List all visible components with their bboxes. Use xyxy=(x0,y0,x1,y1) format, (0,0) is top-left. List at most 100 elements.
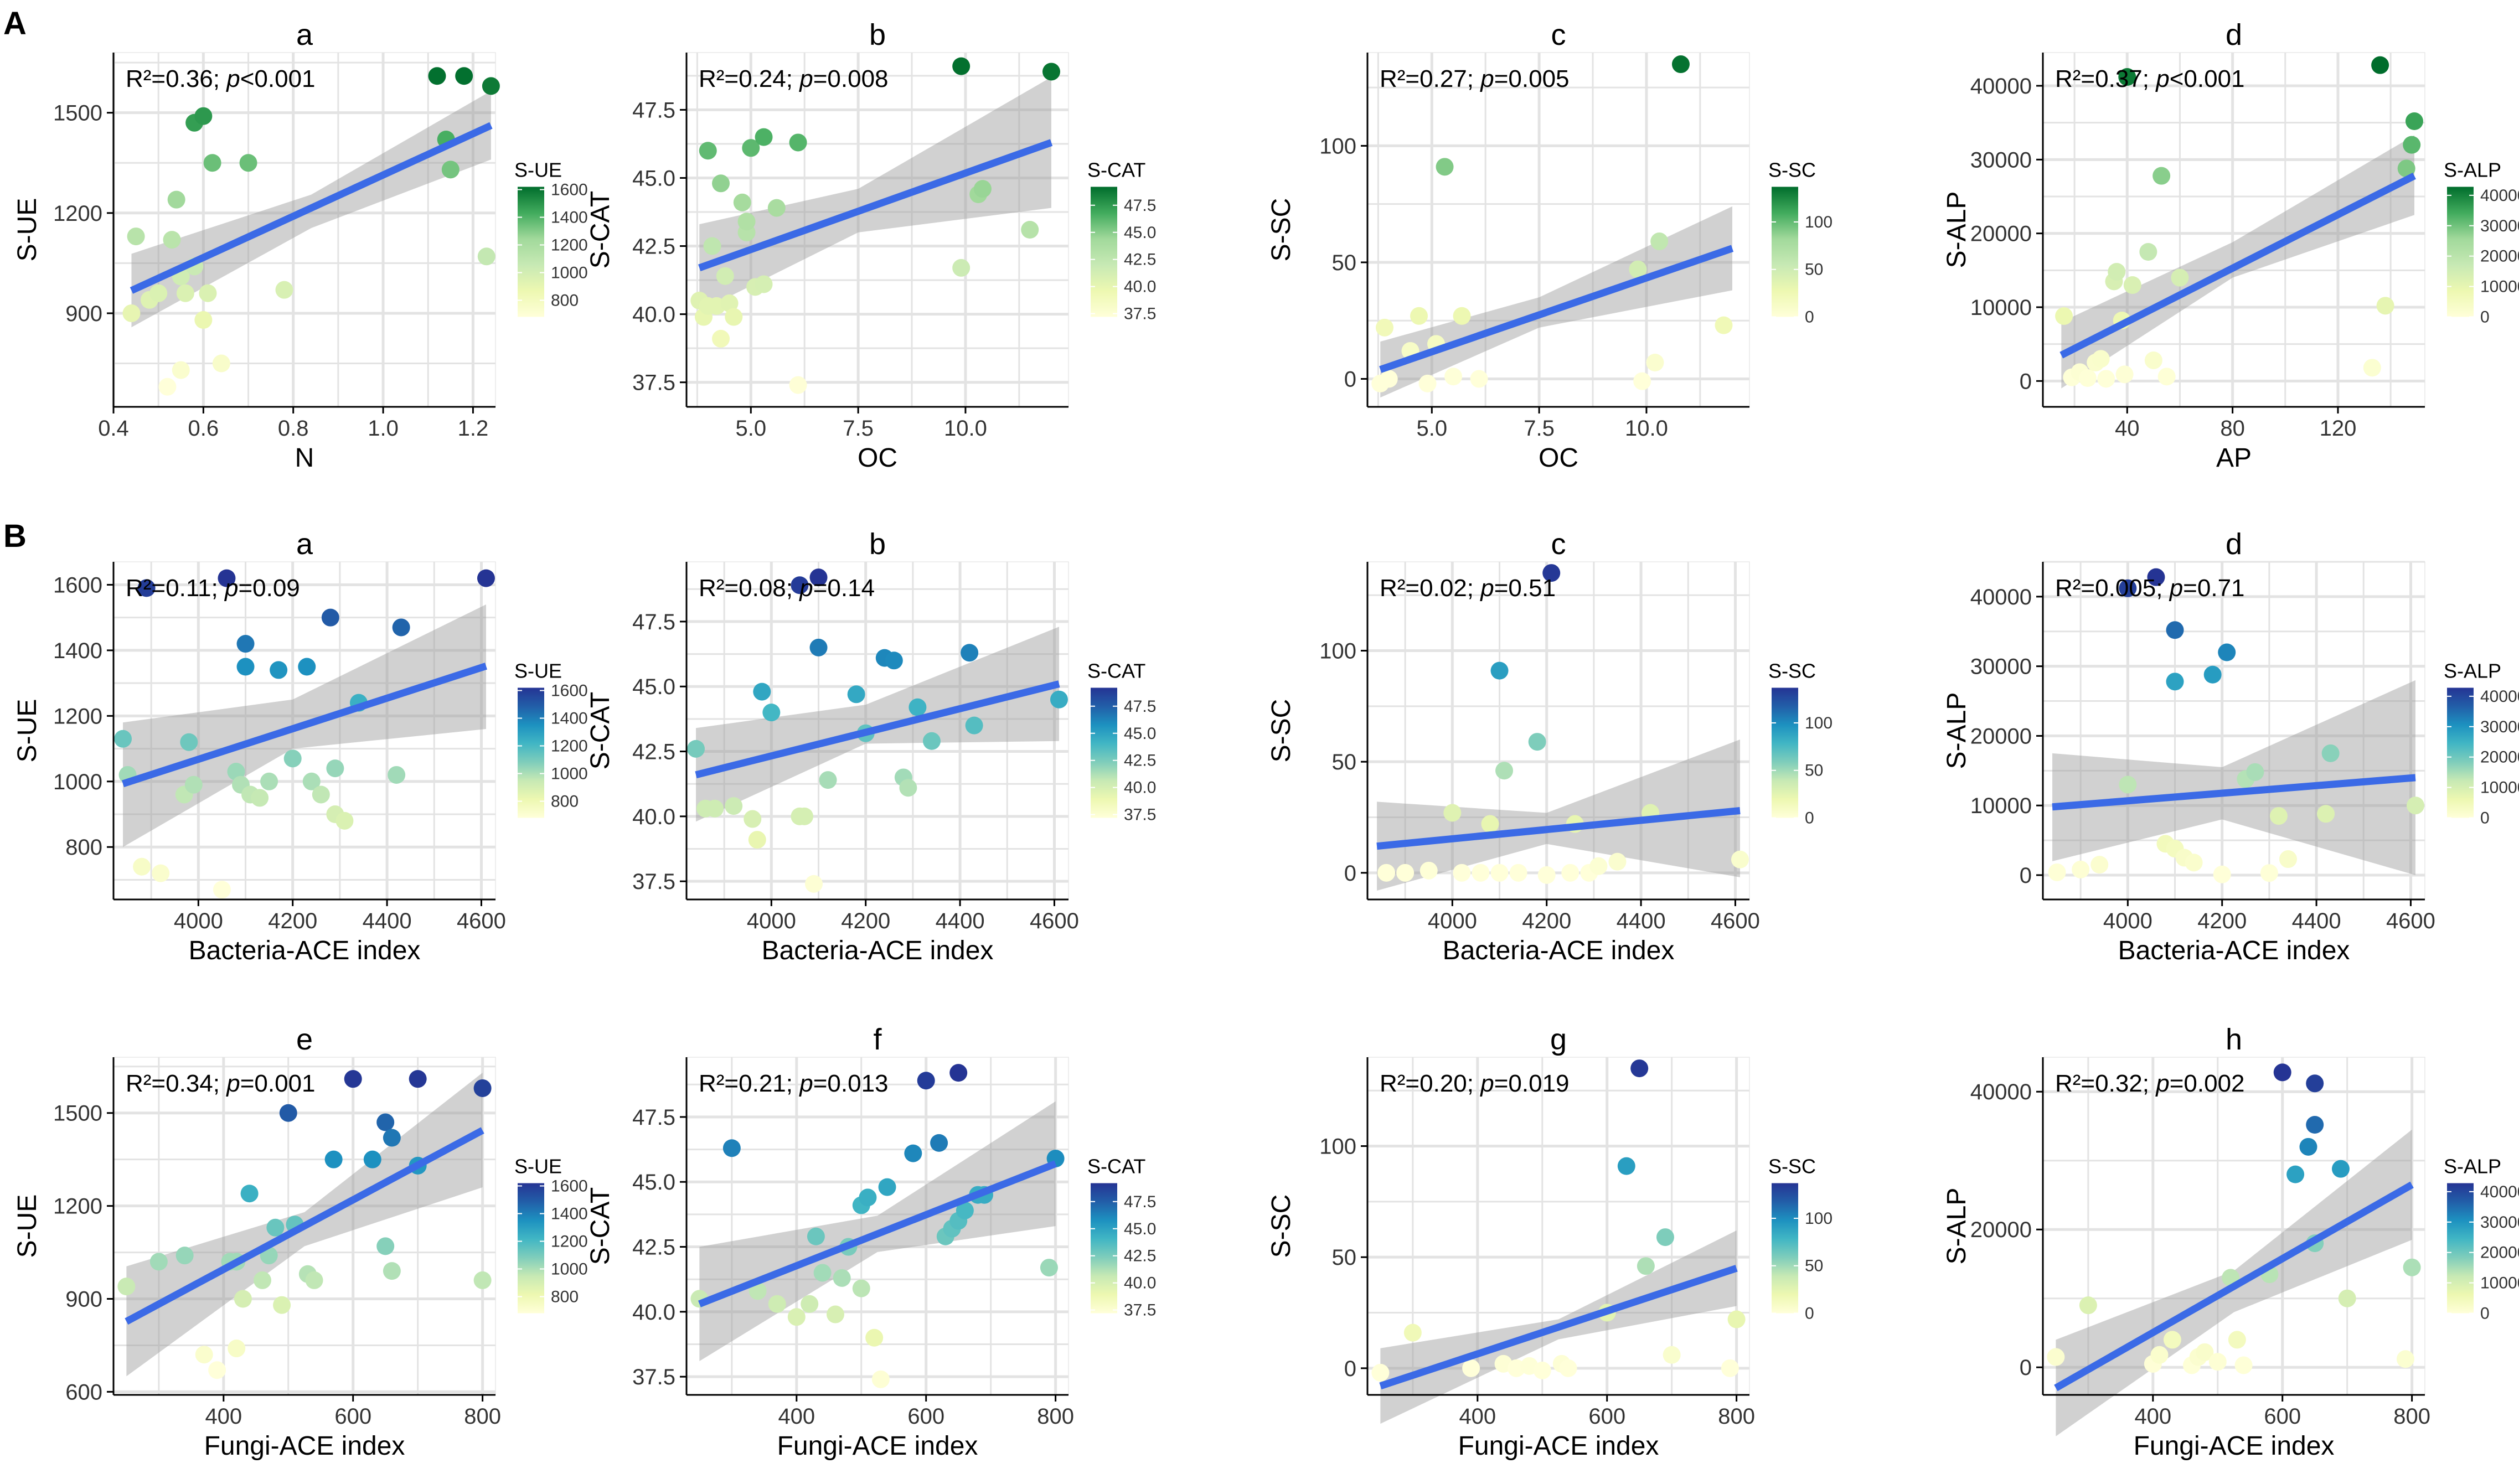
panel-B-e-xtick-label: 400 xyxy=(205,1404,242,1429)
panel-B-d-ylabel: S-ALP xyxy=(1942,692,1971,769)
panel-A-d-point-5 xyxy=(2092,350,2110,368)
panel-B-e-legend-tick-label: 1600 xyxy=(551,1177,588,1196)
panel-B-d-point-19 xyxy=(2279,850,2297,868)
panel-B-d-xlabel: Bacteria-ACE index xyxy=(2118,936,2350,965)
panel-B-h-point-15 xyxy=(2299,1137,2317,1156)
panel-B-a-legend-tick-label: 800 xyxy=(551,793,579,811)
panel-B-b-point-24 xyxy=(965,716,983,735)
panel-B-g-point-6 xyxy=(1533,1361,1551,1379)
panel-A-c-point-4 xyxy=(1410,307,1428,325)
panel-A-b-ytick-label: 47.5 xyxy=(632,98,675,122)
panel-A-b-ytick-label: 40.0 xyxy=(632,303,675,327)
panel-A-c-legend-colorbar xyxy=(1772,187,1798,317)
panel-A-a-point-8 xyxy=(172,361,190,379)
panel-A-b-point-7 xyxy=(712,329,730,348)
panel-B-a-stat-p-value: =0.09 xyxy=(238,575,300,602)
panel-B-a: 4000 4200 4400 4600 800 1000 1200 1400 1600 a Bact… xyxy=(13,528,588,965)
panel-B-g-point-16 xyxy=(1727,1310,1746,1328)
panel-B-a-point-8 xyxy=(213,881,231,899)
panel-B-f-point-24 xyxy=(956,1201,974,1219)
panel-B-b-point-22 xyxy=(922,732,941,750)
panel-B-c-xtick-label: 4400 xyxy=(1617,909,1666,933)
panel-B-b-ytick-label: 40.0 xyxy=(632,805,675,829)
panel-B-h-legend-tick-label: 10000 xyxy=(2480,1274,2519,1292)
panel-A-d-legend-title: S-ALP xyxy=(2444,159,2501,182)
panel-A-b-ylabel: S-CAT xyxy=(586,191,615,268)
panel-A-d-legend-tick-label: 10000 xyxy=(2480,278,2519,296)
panel-B-h-point-3 xyxy=(2150,1346,2169,1364)
panel-B-b-point-20 xyxy=(899,779,917,797)
panel-A-b-legend-tick-label: 47.5 xyxy=(1124,197,1156,215)
panel-A-a-point-24 xyxy=(482,77,500,95)
panel-B-e-point-21 xyxy=(376,1237,395,1255)
panel-B-f-point-11 xyxy=(852,1279,870,1297)
panel-B-d-point-20 xyxy=(2317,805,2335,823)
panel-B-d: 4000 4200 4400 4600 0 10000 20000 30000 40000 d Ba… xyxy=(1942,528,2519,965)
panel-B-e-xtick-label: 600 xyxy=(334,1404,371,1429)
panel-A-a-stat-p-symbol: p xyxy=(225,65,240,92)
panel-A-d-point-23 xyxy=(2405,112,2423,130)
panel-B-b-legend-title: S-CAT xyxy=(1087,660,1145,682)
panel-B-d-point-22 xyxy=(2406,797,2424,815)
panel-B-d-point-3 xyxy=(2119,775,2137,794)
panel-A-b-point-4 xyxy=(703,237,721,255)
panel-A-d-xlabel: AP xyxy=(2216,443,2252,473)
panel-B-h-legend-colorbar xyxy=(2447,1183,2474,1314)
panel-B-d-ytick-label: 40000 xyxy=(1970,585,2032,609)
panel-B-b-stat-p-value: =0.14 xyxy=(813,575,875,602)
panel-A-b-point-24 xyxy=(973,180,992,198)
panel-B-e-stat-p-symbol: p xyxy=(225,1070,240,1097)
panel-B-b-stat-r2: R²=0.08; xyxy=(699,575,799,602)
panel-A-c-point-8 xyxy=(1444,368,1463,386)
panel-A-b-stat-r2: R²=0.24; xyxy=(699,65,799,92)
panel-B-a-ytick-label: 1000 xyxy=(53,770,102,794)
panel-B-h-legend-tick-label: 0 xyxy=(2480,1305,2490,1323)
panel-B-d-point-12 xyxy=(2203,665,2222,684)
panel-B-h-ytick-label: 40000 xyxy=(1970,1080,2032,1104)
panel-A-c-point-9 xyxy=(1453,307,1471,325)
panel-B-b-xtick-label: 4400 xyxy=(936,909,985,933)
panel-B-b-xlabel: Bacteria-ACE index xyxy=(762,936,994,965)
panel-A-c-xlabel: OC xyxy=(1539,443,1578,473)
panel-A-a-stat-r2: R²=0.36; xyxy=(126,65,226,92)
panel-B-b-point-23 xyxy=(961,644,979,662)
panel-B-c-point-5 xyxy=(1472,863,1490,882)
panel-A-d-ytick-label: 10000 xyxy=(1970,296,2032,320)
panel-B-a-xtick-label: 4200 xyxy=(268,909,317,933)
panel-B-d-ytick-label: 10000 xyxy=(1970,794,2032,818)
panel-A-b-stat-p-symbol: p xyxy=(798,65,813,92)
panel-A-b-point-26 xyxy=(1042,63,1060,81)
panel-B-c-legend-title: S-SC xyxy=(1768,660,1816,682)
panel-B-e-legend-tick-label: 1400 xyxy=(551,1205,588,1223)
panel-B-e-title: e xyxy=(296,1023,313,1056)
panel-A-c-point-13 xyxy=(1646,354,1664,371)
panel-B-b-point-11 xyxy=(805,875,823,893)
panel-B-g-fit-line xyxy=(1379,1265,1738,1390)
panel-B-e-point-20 xyxy=(363,1150,381,1168)
panel-B-f-point-9 xyxy=(833,1269,851,1287)
panel-B-f-point-4 xyxy=(787,1308,806,1326)
panel-B-b-fit-line xyxy=(695,680,1060,779)
panel-B-d-xtick-label: 4000 xyxy=(2103,909,2152,933)
panel-B-h-point-22 xyxy=(2403,1258,2421,1276)
panel-B-c-ytick-label: 100 xyxy=(1319,639,1356,664)
panel-B-b: 4000 4200 4400 4600 37.5 40.0 42.5 45.0 47.5 b Bac… xyxy=(586,528,1156,965)
panel-B-a-point-17 xyxy=(270,661,288,679)
panel-A-d: 40 80 120 0 10000 20000 30000 40000 d AP S-ALP R²=0… xyxy=(1942,18,2519,473)
panel-B-b-point-6 xyxy=(753,682,771,701)
panel-B-e-point-17 xyxy=(305,1271,323,1289)
panel-A-b: 5.0 7.5 10.0 37.5 40.0 42.5 45.0 47.5 b OC S-CAT R²… xyxy=(586,18,1156,473)
panel-B-d-title: d xyxy=(2226,528,2242,561)
panel-B-h-ytick-label: 20000 xyxy=(1970,1218,2032,1242)
panel-B-f-point-19 xyxy=(930,1134,948,1152)
panel-B-d-legend-title: S-ALP xyxy=(2444,660,2501,682)
panel-B-g-xtick-label: 800 xyxy=(1718,1404,1755,1429)
panel-B-f-legend-title: S-CAT xyxy=(1087,1155,1145,1178)
panel-A-b-ytick-label: 45.0 xyxy=(632,166,675,190)
panel-B-g-ylabel: S-SC xyxy=(1267,1195,1296,1258)
panel-A-d-point-17 xyxy=(2171,268,2189,287)
panel-B-c-xlabel: Bacteria-ACE index xyxy=(1443,936,1675,965)
panel-B-g-legend-tick-label: 0 xyxy=(1805,1305,1814,1323)
panel-B-h-stat-p-symbol: p xyxy=(2155,1070,2169,1097)
panel-A-b-xlabel: OC xyxy=(858,443,897,473)
